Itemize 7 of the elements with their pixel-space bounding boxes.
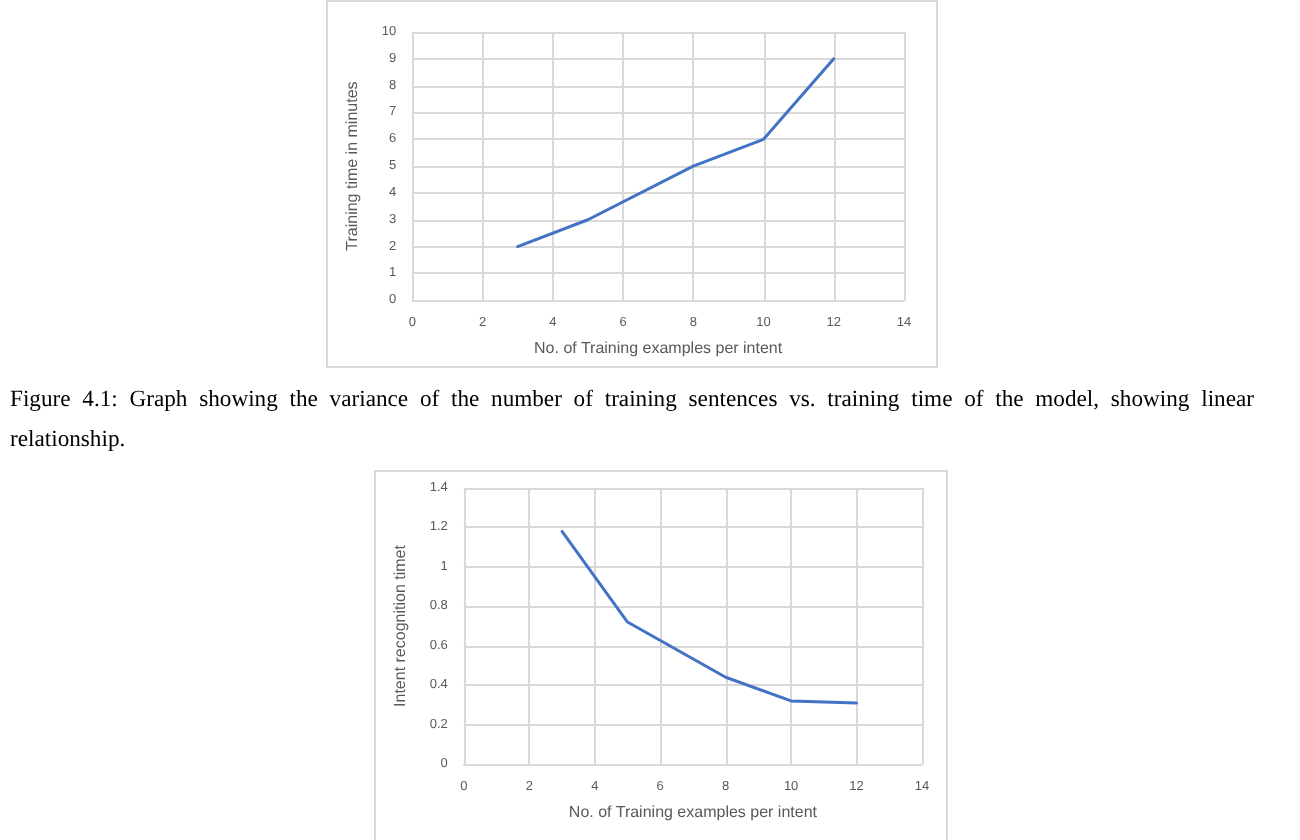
y-axis-title: Intent recognition timet [391,543,409,707]
x-axis-title: No. of Training examples per intent [568,802,819,821]
caption: Figure 4.1: Graph showing the variance of the number of training sentences vs. training time of the model, showing linear relationship. [10,384,1254,456]
line-series [516,57,836,249]
line-series [560,529,859,705]
x-axis-title: No. of Training examples per intent [534,339,784,357]
y-axis-title: Training time in minutes [343,81,361,251]
